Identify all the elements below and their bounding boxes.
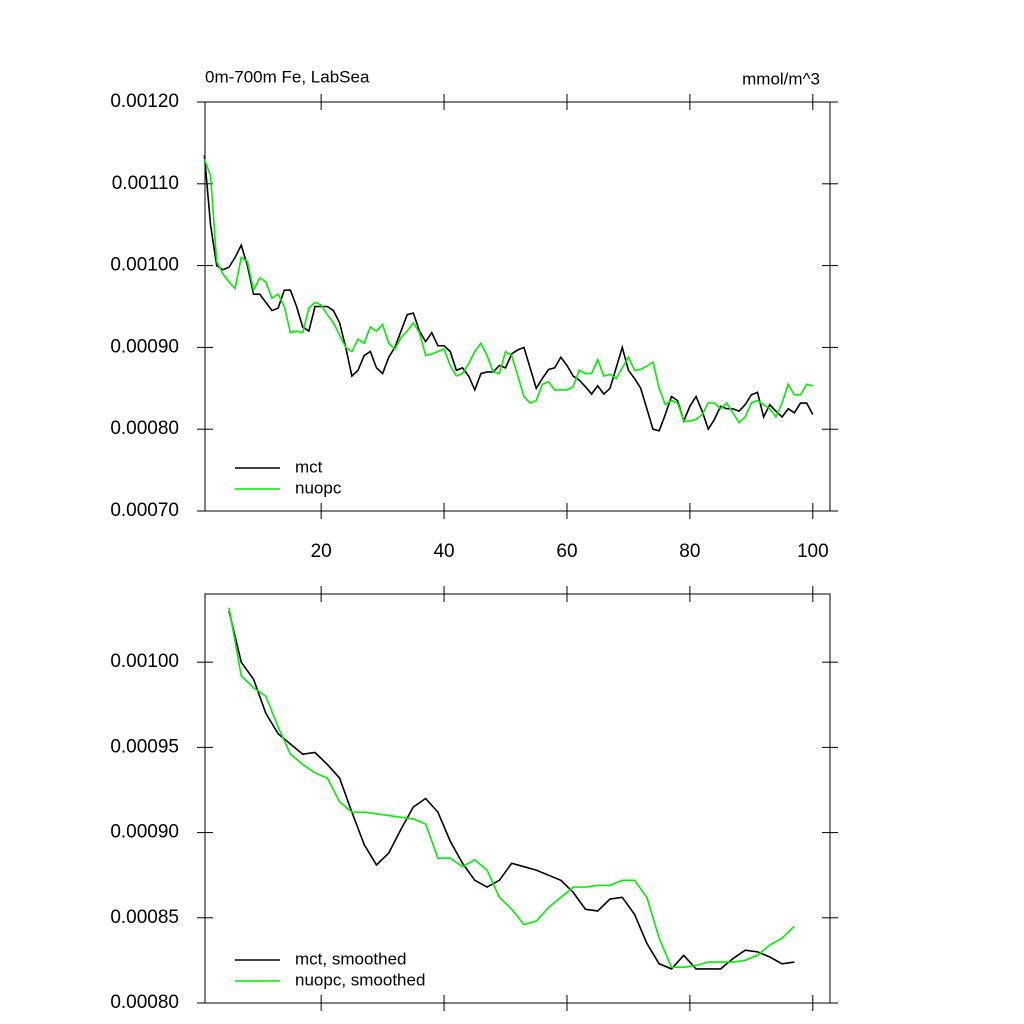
y-tick-label: 0.00090 (110, 822, 179, 843)
x-tick-label: 80 (679, 541, 700, 562)
x-tick-label: 100 (797, 541, 829, 562)
y-tick-label: 0.00100 (110, 651, 179, 672)
data-line (228, 610, 795, 970)
y-tick-label: 0.00095 (110, 736, 179, 757)
y-tick-label: 0.00100 (110, 255, 179, 276)
legend-label: mct, smoothed (295, 949, 407, 968)
x-tick-label: 60 (556, 541, 577, 562)
units-label: mmol/m^3 (742, 69, 820, 88)
plot-frame (204, 593, 831, 1004)
x-tick-label: 20 (311, 541, 332, 562)
chart-title: 0m-700m Fe, LabSea (205, 67, 370, 86)
data-line (203, 158, 813, 424)
plot-frame (204, 101, 831, 512)
x-tick-label: 40 (433, 541, 454, 562)
y-tick-label: 0.00070 (110, 500, 179, 521)
data-line (228, 607, 795, 969)
legend-label: nuopc, smoothed (295, 970, 425, 989)
y-tick-label: 0.00120 (110, 91, 179, 112)
y-tick-label: 0.00090 (110, 336, 179, 357)
legend-label: mct (295, 457, 323, 476)
y-tick-label: 0.00085 (110, 907, 179, 928)
y-tick-label: 0.00080 (110, 418, 179, 439)
y-tick-label: 0.00110 (112, 173, 179, 194)
legend-label: nuopc (295, 478, 342, 497)
data-line (203, 155, 814, 432)
y-tick-label: 0.00080 (110, 992, 179, 1013)
